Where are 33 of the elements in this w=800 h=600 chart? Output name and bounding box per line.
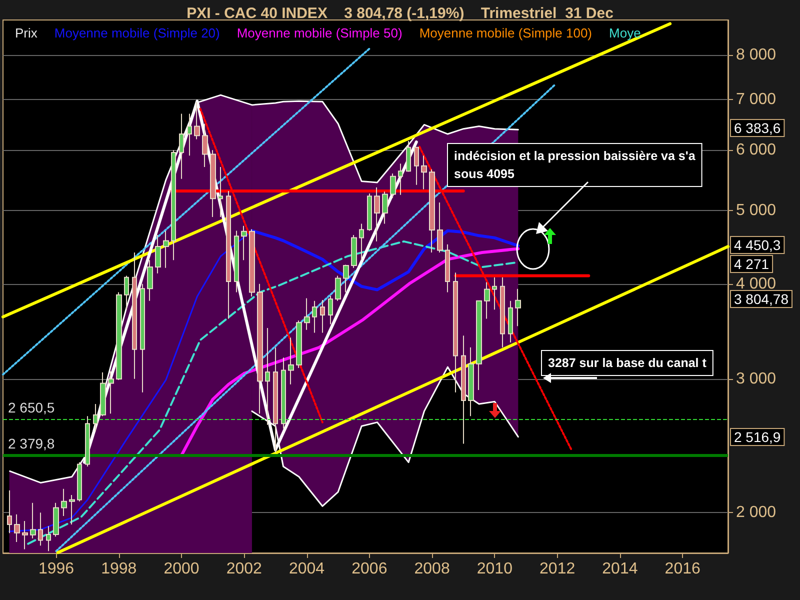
x-tick-label: 2004: [288, 560, 325, 578]
ref-line-label: 2 650,5: [8, 400, 55, 416]
y-tick-label: 4 000: [736, 275, 776, 292]
text: Moye: [609, 26, 641, 40]
y-tick-label: 3 000: [736, 370, 776, 388]
x-tick-label: 1996: [38, 560, 74, 578]
text: Moyenne mobile (Simple 50): [236, 26, 402, 40]
text: 4 271: [734, 256, 770, 272]
text: 2 516,9: [734, 429, 781, 445]
x-tick-label: 2008: [414, 560, 450, 578]
text: 4 450,3: [734, 237, 781, 253]
legend-label: Moyenne mobile (Simple 100): [419, 26, 592, 40]
y-tick-label: 8 000: [736, 46, 776, 64]
x-tick-label: 1998: [101, 560, 137, 578]
text: Prix: [15, 26, 38, 40]
y-tick-label: 6 000: [736, 142, 776, 159]
x-tick-label: 2016: [664, 560, 700, 578]
text: 3 804,78: [734, 291, 789, 307]
y-tick-label: 2 000: [736, 504, 776, 522]
x-tick-label: 2010: [476, 560, 513, 578]
text: Moyenne mobile (Simple 20): [54, 26, 220, 40]
annotation: 3287 sur la base du canal t: [548, 356, 708, 370]
x-tick-label: 2000: [164, 560, 200, 578]
annotation: indécision et la pression baissière va s'a sous 4095: [454, 149, 696, 181]
x-tick-label: 2014: [602, 560, 638, 578]
text: 6 383,6: [734, 120, 781, 136]
chart-title: PXI - CAC 40 INDEX 3 804,78 (-1,19%) Trimestriel 31 Dec: [186, 5, 614, 22]
y-tick-label: 7 000: [736, 90, 776, 108]
x-tick-label: 2012: [540, 560, 576, 578]
x-tick-label: 2006: [352, 560, 388, 578]
ref-line-label: 2 379,8: [8, 435, 55, 452]
x-tick-label: 2002: [226, 560, 262, 578]
y-tick-label: 5 000: [736, 202, 776, 219]
